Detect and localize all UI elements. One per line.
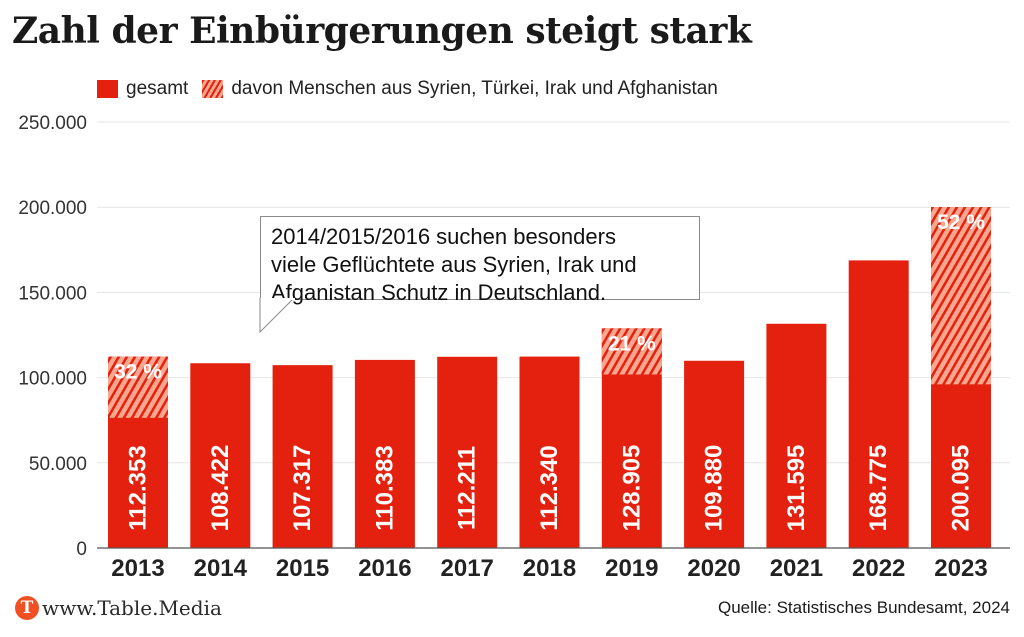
value-label: 168.775	[865, 445, 892, 532]
footer-brand: T www.Table.Media	[15, 596, 222, 620]
legend-item-gesamt: gesamt	[97, 78, 188, 100]
y-tick-label: 200.000	[18, 198, 87, 219]
bar-share-hatched	[931, 207, 991, 385]
source-note: Quelle: Statistisches Bundesamt, 2024	[718, 598, 1010, 617]
bar-gesamt	[766, 323, 827, 548]
bar-gesamt	[848, 260, 909, 548]
share-label: 52 %	[937, 211, 985, 234]
y-tick-label: 150.000	[18, 283, 87, 304]
x-tick-label: 2014	[194, 555, 248, 582]
x-tick-label: 2013	[111, 555, 164, 582]
y-tick-label: 0	[76, 539, 87, 560]
legend-swatch-hatched	[202, 80, 224, 98]
legend-swatch-solid	[97, 80, 118, 98]
bar-share-hatched	[108, 356, 168, 418]
y-tick-label: 50.000	[29, 454, 87, 475]
value-label: 112.211	[454, 446, 481, 530]
value-label: 128.905	[618, 445, 645, 532]
bar-group-2021: 131.595	[766, 323, 827, 548]
legend-label: davon Menschen aus Syrien, Türkei, Irak …	[231, 78, 718, 99]
bar-gesamt	[272, 365, 333, 548]
x-tick-label: 2019	[605, 555, 658, 582]
bar-group-2014: 108.422	[190, 363, 251, 548]
value-label: 108.422	[207, 445, 234, 532]
chart-title: Zahl der Einbürgerungen steigt stark	[12, 10, 752, 52]
value-label: 131.595	[783, 445, 810, 532]
value-label: 200.095	[948, 445, 975, 532]
value-label: 110.383	[371, 445, 398, 530]
x-tick-label: 2023	[934, 555, 987, 582]
annotation-line: 2014/2015/2016 suchen besonders	[271, 224, 616, 249]
share-label: 32 %	[114, 361, 162, 384]
annotation-pointer	[259, 298, 295, 334]
bar-gesamt	[519, 356, 580, 548]
y-tick-label: 250.000	[18, 113, 87, 134]
x-tick-label: 2020	[687, 555, 740, 582]
legend-label: gesamt	[126, 78, 189, 99]
annotation-callout: 2014/2015/2016 suchen besonders viele Ge…	[260, 216, 700, 305]
x-tick-label: 2018	[523, 555, 576, 582]
x-tick-label: 2017	[441, 555, 494, 582]
bar-share-hatched	[601, 328, 662, 375]
table-media-logo-icon: T	[15, 596, 39, 620]
legend-item-share: davon Menschen aus Syrien, Türkei, Irak …	[202, 78, 718, 100]
value-label: 112.340	[536, 445, 563, 530]
bar-group-2013: 32 % 112.353	[108, 356, 168, 548]
share-label: 21 %	[608, 332, 656, 355]
bar-group-2017: 112.211	[437, 356, 498, 548]
value-label: 109.880	[701, 445, 728, 532]
bar-gesamt	[437, 356, 498, 548]
annotation-line: viele Geflüchtete aus Syrien, Irak und	[271, 252, 637, 277]
bar-group-2018: 112.340	[519, 356, 580, 548]
bar-gesamt	[190, 363, 251, 548]
x-tick-label: 2016	[358, 555, 411, 582]
value-label: 107.317	[289, 445, 316, 532]
bar-group-2019: 21 % 128.905	[601, 328, 662, 548]
site-link[interactable]: www.Table.Media	[42, 596, 222, 620]
y-tick-label: 100.000	[18, 369, 87, 390]
bar-gesamt	[354, 359, 415, 548]
value-label: 112.353	[125, 445, 152, 530]
bar-gesamt	[684, 360, 745, 548]
legend: gesamt davon Menschen aus Syrien, Türkei…	[97, 78, 732, 100]
annotation-line: Afganistan Schutz in Deutschland.	[271, 280, 607, 305]
x-tick-label: 2021	[770, 555, 823, 582]
bar-group-2016: 110.383	[354, 359, 415, 548]
bar-group-2020: 109.880	[684, 360, 745, 548]
bar-group-2023: 52 % 200.095	[931, 207, 991, 548]
bar-group-2015: 107.317	[272, 365, 333, 548]
bar-group-2022: 168.775	[848, 260, 909, 548]
x-tick-label: 2022	[852, 555, 905, 582]
x-tick-label: 2015	[276, 555, 329, 582]
